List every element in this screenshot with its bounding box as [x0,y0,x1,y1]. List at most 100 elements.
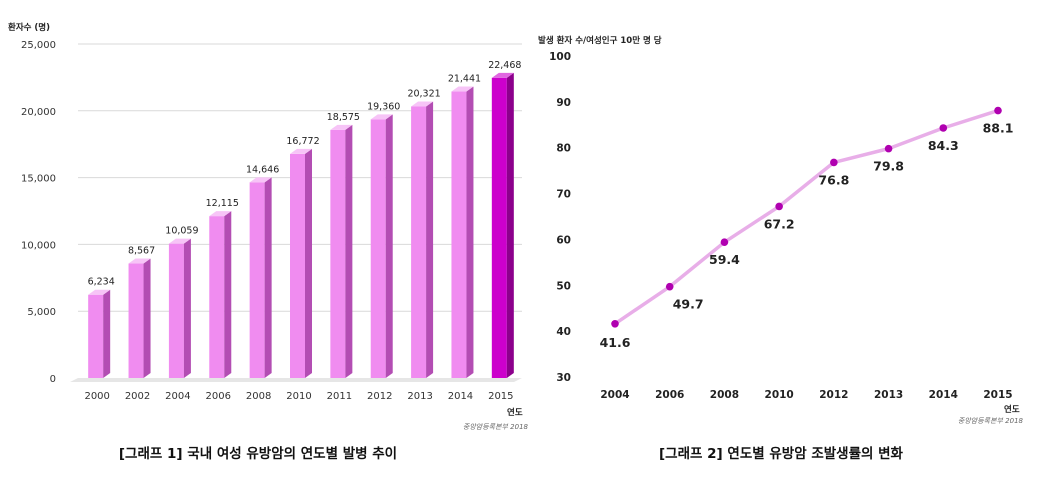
chart1-data-label: 19,360 [367,101,400,112]
chart2-point [720,238,729,246]
chart1-bar-front [290,153,305,378]
chart1-data-label: 12,115 [206,198,239,209]
chart2-title: [그래프 2] 연도별 유방암 조발생률의 변화 [659,445,904,462]
chart1-bar-side [305,148,312,378]
chart1-bar-top [209,211,232,217]
chart2-data-label: 59.4 [709,252,740,267]
chart1-data-label: 22,468 [488,60,521,71]
chart1-bar-top [128,258,151,264]
chart2-point [775,202,783,211]
chart1-bar [209,211,232,378]
chart1-bar [451,86,474,378]
chart2-xtick-label: 2012 [819,389,848,401]
chart2-data-label: 84.3 [928,138,959,153]
chart2-xtick-label: 2008 [710,389,739,401]
chart1-bar [249,177,272,378]
chart1-bar-top [88,289,111,295]
chart2-ylabel: 발생 환자 수/여성인구 10만 명 당 [538,35,662,46]
chart1-bar [491,72,514,379]
chart1-bar [168,238,191,378]
chart2-ytick-label: 40 [556,326,571,338]
chart1-xtick-label: 2008 [246,391,271,402]
chart1-data-label: 21,441 [448,74,481,85]
chart1-bar-front [249,182,265,378]
chart2-data-label: 88.1 [983,121,1014,136]
chart2-ytick-label: 100 [549,51,571,63]
chart2-data-label: 67.2 [764,216,795,231]
chart2-source: 중앙암등록본부 2018 [958,417,1024,425]
chart1-ytick-label: 0 [50,374,56,385]
chart2-point [830,158,838,167]
chart1-ytick-label: 5,000 [27,307,56,318]
chart1-bar-side [466,86,474,378]
chart1-bar [370,114,393,378]
chart2-ytick-label: 60 [556,234,571,246]
chart1-bar-side [264,177,272,378]
chart1-xtick-label: 2006 [206,391,231,402]
chart1-xtick-label: 2004 [165,391,190,402]
chart2-xtick-label: 2015 [983,389,1012,401]
chart1-xtick-label: 2012 [367,391,392,402]
chart1-bar-top [330,124,353,130]
chart2-xtick-label: 2013 [874,389,903,401]
chart1-data-label: 14,646 [246,164,279,175]
chart1-bar-side [103,289,111,378]
chart1-xtick-label: 2011 [327,391,352,402]
chart1-bar-top [249,177,272,183]
chart1-bar-side [506,72,514,379]
chart1-bar-side [345,124,353,378]
chart1-source: 중앙암등록본부 2018 [463,423,529,431]
chart1-bar [290,148,312,378]
chart1-bar-side [143,258,151,378]
chart2-point [884,144,893,153]
chart1-floor [70,378,522,382]
chart2-point [994,106,1002,115]
chart1-xtick-label: 2014 [448,391,473,402]
chart1-xtick-label: 2015 [488,391,513,402]
chart1-title: [그래프 1] 국내 여성 유방암의 연도별 발병 추이 [119,445,397,462]
chart1-ytick-label: 10,000 [21,240,56,251]
chart1-data-label: 18,575 [327,112,360,123]
chart1-bar-front [411,106,427,378]
chart2-data-label: 49.7 [673,297,704,312]
chart2-ytick-label: 70 [556,189,571,201]
chart1-bar-side [426,101,434,378]
chart2-xtick-label: 2014 [929,389,958,401]
chart2-ytick-label: 30 [556,372,571,384]
chart1-ylabel: 환자수 (명) [8,22,50,33]
chart1-bar-top [491,72,514,78]
line-chart-group: 30 40 50 60 70 80 90 100 41.6 2004 49.7 2006 59.4 200… [549,51,1013,401]
chart1-bar [128,258,151,378]
chart1-bar-front [88,294,104,378]
chart1-bar-front [451,91,467,378]
chart2-point [611,320,619,328]
chart1-bar-front [370,119,386,378]
chart1-bar-side [183,238,191,378]
chart1-bar-top [451,86,474,92]
chart1-data-label: 10,059 [165,226,198,237]
chart2-ytick-label: 80 [556,143,571,155]
chart2-point [665,282,674,291]
chart1-xtick-label: 2010 [286,391,311,402]
chart2-ytick-label: 90 [556,97,571,109]
chart1-bar-front [128,263,144,378]
bar-chart-group: 0 5,000 10,000 15,000 20,000 25,000 6,234 2000 8… [21,40,522,402]
chart2-data-label: 76.8 [818,172,849,187]
chart2-xtick-label: 2006 [655,389,684,401]
chart1-bar-front [168,243,184,378]
chart2-series-line [613,108,1000,326]
chart2-point [939,124,948,132]
chart1-xtick-label: 2002 [125,391,150,402]
chart1-bar-front [491,77,507,379]
chart2-ytick-label: 50 [556,280,571,292]
chart2-xtick-label: 2004 [600,389,629,401]
chart1-bar-top [411,101,434,107]
chart1-bar-side [224,211,232,378]
chart1-bar-top [370,114,393,120]
chart2-xlabel: 연도 [1004,404,1020,415]
chart1-xtick-label: 2013 [407,391,432,402]
chart1-bar-side [385,114,393,378]
chart2-xtick-label: 2010 [765,389,794,401]
chart1-bar-top [290,148,312,154]
